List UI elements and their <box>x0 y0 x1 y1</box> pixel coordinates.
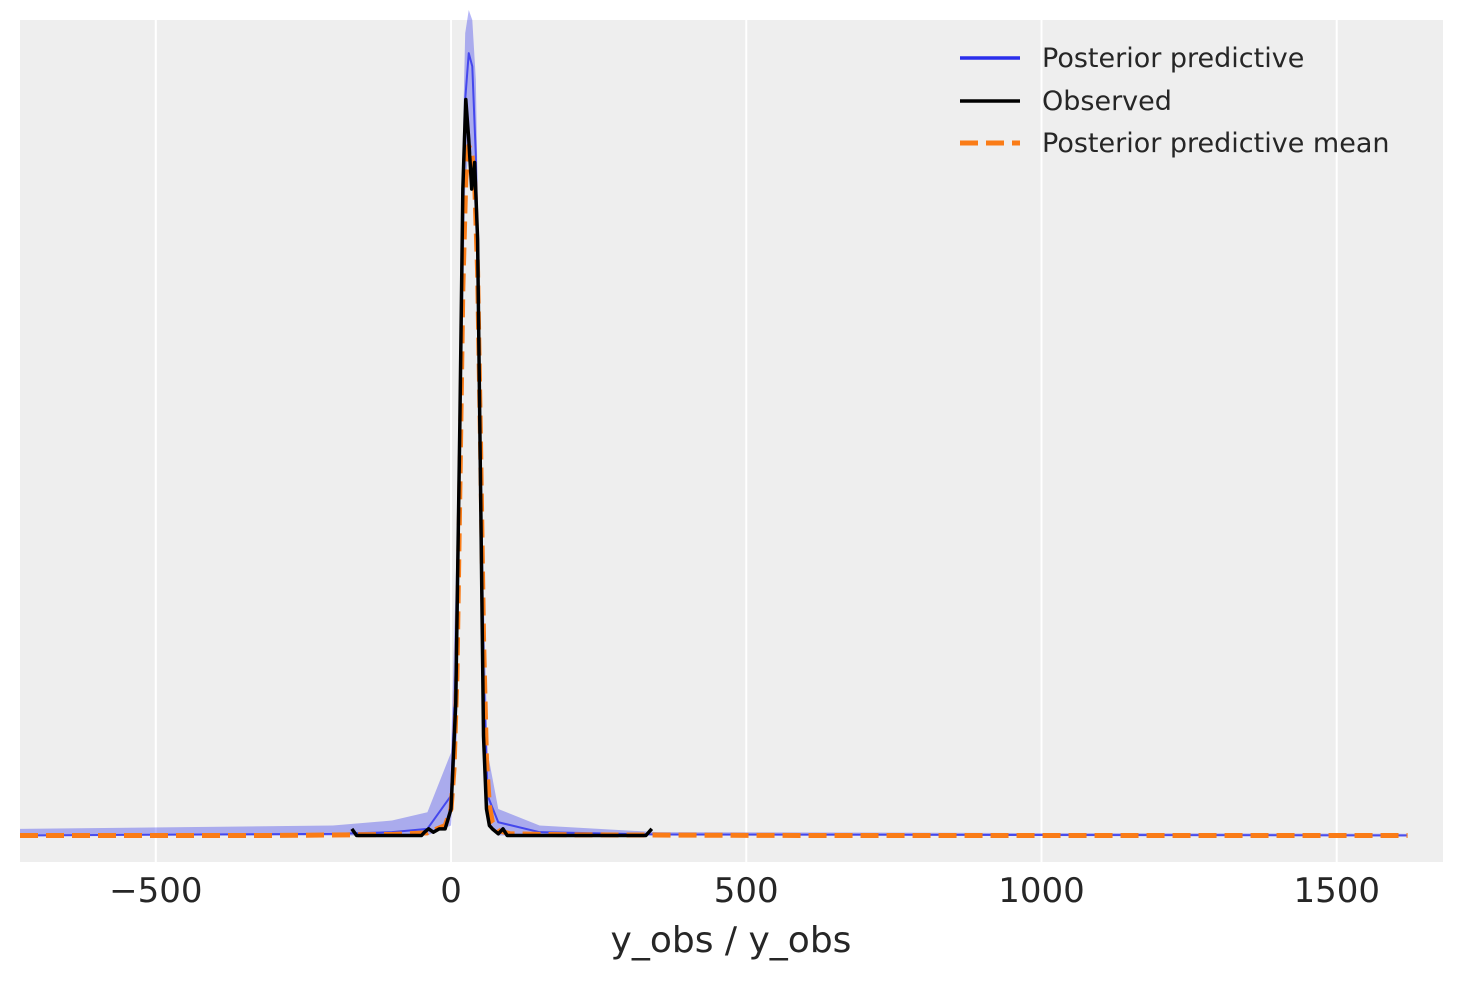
plot-background <box>20 20 1443 862</box>
x-tick-label-2: 500 <box>714 871 779 911</box>
x-tick-label-4: 1500 <box>1293 871 1380 911</box>
legend-label-posterior-predictive: Posterior predictive <box>1042 43 1304 74</box>
series-lines <box>19 52 1408 838</box>
x-tick-label-1: 0 <box>440 871 462 911</box>
x-axis-label: y_obs / y_obs <box>611 920 852 961</box>
legend: Posterior predictive Observed Posterior … <box>960 43 1389 159</box>
legend-label-posterior-predictive-mean: Posterior predictive mean <box>1042 128 1389 159</box>
series-observed <box>350 97 654 838</box>
x-tick-label-0: −500 <box>109 871 202 911</box>
x-tick-label-3: 1000 <box>998 871 1085 911</box>
x-tick-labels: −500 0 500 1000 1500 <box>109 871 1380 911</box>
series-posterior-predictive <box>19 52 1408 837</box>
grid-lines <box>154 20 1338 862</box>
legend-label-observed: Observed <box>1042 86 1172 117</box>
